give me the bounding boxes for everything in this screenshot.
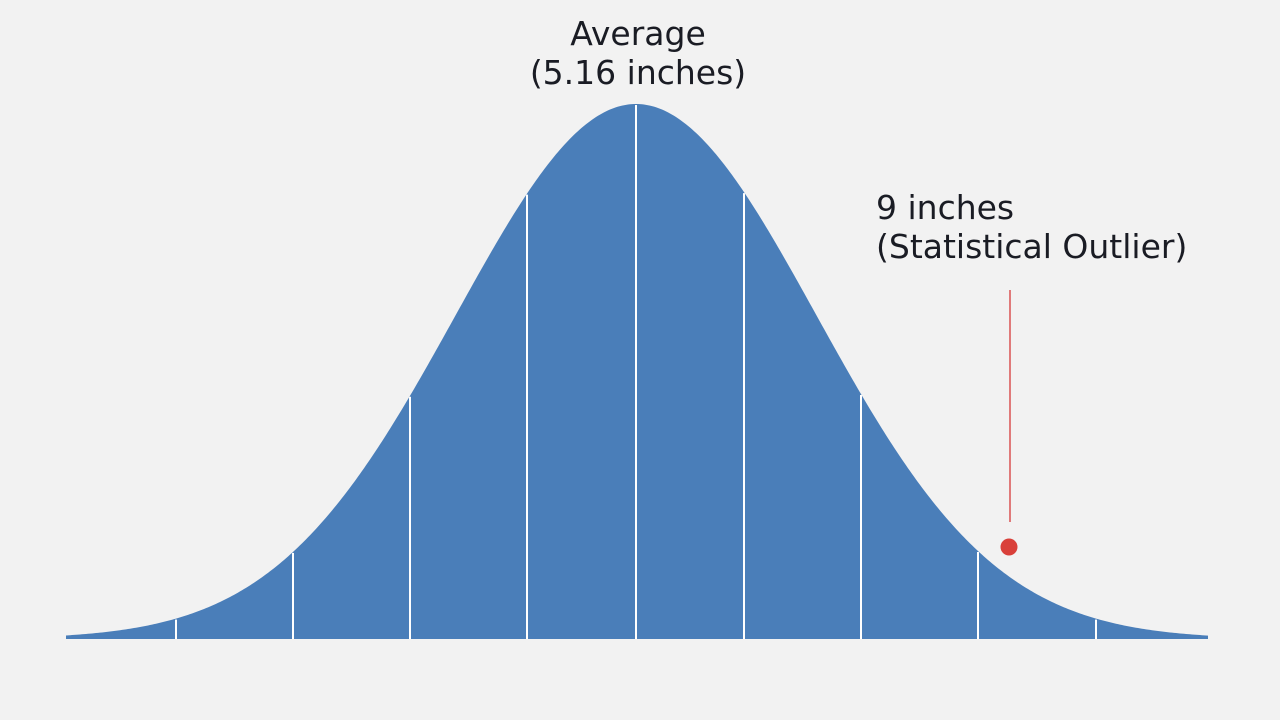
band-dividers (175, 105, 1097, 639)
outlier-annotation: 9 inches (Statistical Outlier) (876, 188, 1187, 266)
outlier-marker[interactable] (1000, 538, 1018, 556)
average-label-value: (5.16 inches) (529, 53, 747, 92)
outlier-label-value: 9 inches (876, 188, 1015, 227)
average-annotation: Average (5.16 inches) (0, 14, 1276, 92)
outlier-label-title: (Statistical Outlier) (876, 227, 1188, 266)
average-label-title: Average (570, 14, 706, 53)
